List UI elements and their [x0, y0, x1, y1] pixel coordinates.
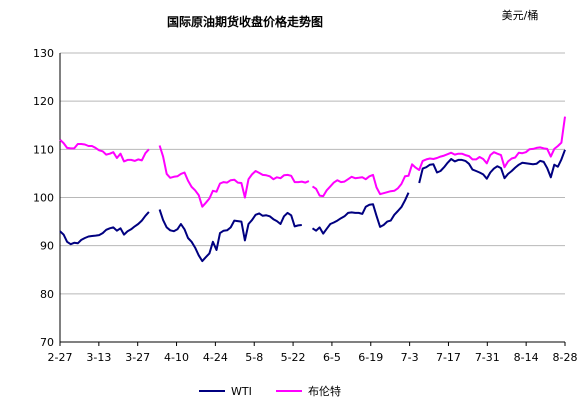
- wti-series-line: [158, 209, 302, 263]
- y-tick-label: 130: [33, 47, 54, 60]
- x-tick-label: 4-24: [203, 351, 228, 364]
- x-axis: 2-27 3-13 3-27 4-10 4-24 5-8 5-22 6-5 6-19 7-3 7-1…: [48, 53, 578, 364]
- chart-title: 国际原油期货收盘价格走势图: [167, 14, 323, 29]
- x-tick-label: 8-28: [553, 351, 578, 364]
- gridlines: [60, 52, 565, 295]
- x-tick-label: 7-31: [475, 351, 500, 364]
- brent-series-line: [158, 145, 310, 208]
- unit-label: 美元/桶: [502, 8, 539, 22]
- x-tick-label: 6-5: [323, 351, 341, 364]
- x-tick-label: 5-22: [281, 351, 306, 364]
- y-tick-label: 80: [40, 288, 54, 301]
- wti-series-line: [311, 192, 410, 235]
- y-tick-label: 90: [40, 240, 54, 253]
- legend-brent-label: 布伦特: [308, 384, 341, 398]
- legend-wti-label: WTI: [231, 385, 252, 398]
- x-tick-label: 7-3: [401, 351, 419, 364]
- x-tick-label: 8-14: [514, 351, 539, 364]
- brent-series-line: [311, 116, 566, 198]
- y-tick-label: 110: [33, 143, 54, 156]
- brent-series-line: [59, 138, 150, 163]
- x-tick-label: 5-8: [245, 351, 263, 364]
- x-tick-label: 7-17: [436, 351, 461, 364]
- x-tick-label: 3-27: [125, 351, 150, 364]
- plot-area: [59, 116, 566, 263]
- wti-series-line: [418, 149, 566, 184]
- legend: WTI 布伦特: [199, 384, 341, 398]
- y-axis-ticks: 70 80 90 100 110 120 130: [33, 47, 54, 349]
- x-tick-label: 6-19: [358, 351, 383, 364]
- x-tick-label: 2-27: [48, 351, 73, 364]
- x-tick-label: 4-10: [164, 351, 189, 364]
- wti-series-line: [59, 211, 150, 246]
- x-tick-label: 3-13: [86, 351, 111, 364]
- y-tick-label: 70: [40, 336, 54, 349]
- y-tick-label: 100: [33, 192, 54, 205]
- y-tick-label: 120: [33, 95, 54, 108]
